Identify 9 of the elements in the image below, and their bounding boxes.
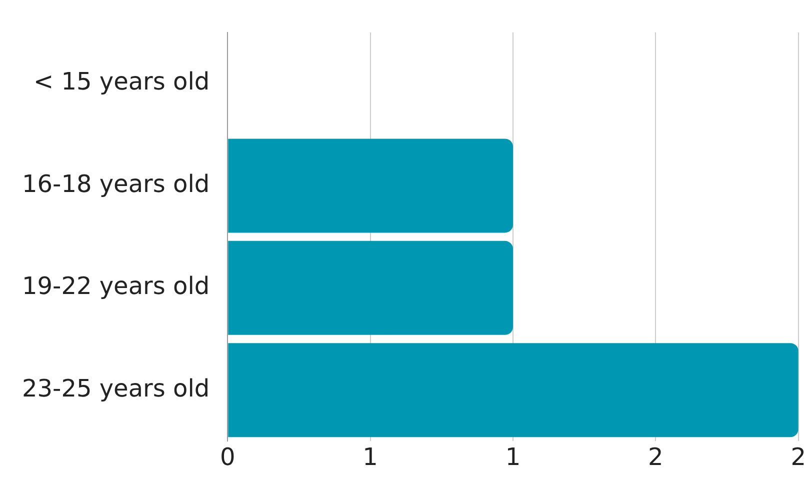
x-tick-label: 2 (648, 442, 664, 471)
y-tick-label: 19-22 years old (22, 272, 210, 300)
y-tick-label: < 15 years old (33, 68, 210, 96)
y-tick-label: 23-25 years old (22, 374, 210, 402)
x-tick-label: 0 (220, 442, 236, 471)
x-tick-label: 1 (362, 442, 378, 471)
x-tick-label: 1 (505, 442, 521, 471)
x-tick-label: 2 (790, 442, 806, 471)
y-tick-label: 16-18 years old (22, 170, 210, 198)
